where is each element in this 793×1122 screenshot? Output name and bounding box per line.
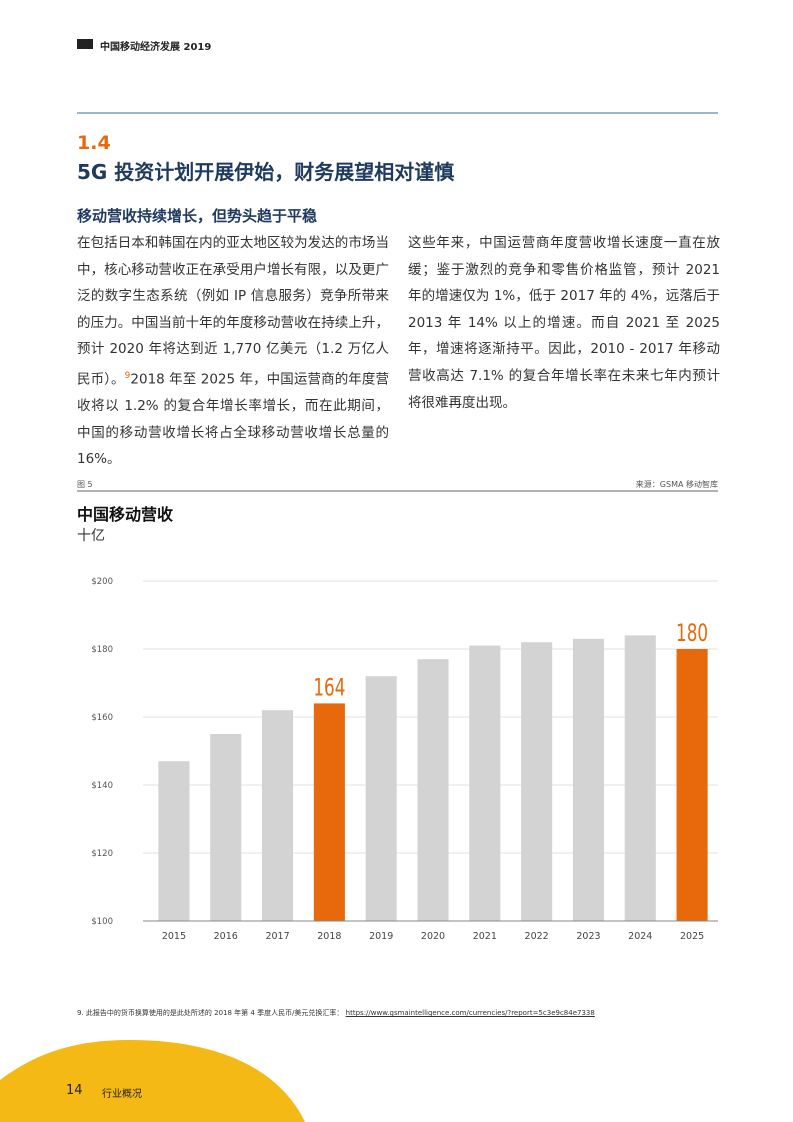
data-label: 180	[676, 619, 708, 647]
bar	[572, 638, 604, 921]
bar	[262, 710, 294, 921]
figure-label: 图 5	[77, 480, 93, 489]
y-tick-label: $160	[91, 713, 113, 723]
bar	[676, 649, 708, 921]
x-tick-label: 2018	[317, 931, 341, 942]
y-tick-label: $100	[91, 917, 113, 927]
x-tick-label: 2022	[525, 931, 549, 942]
footnote-link[interactable]: https://www.gsmaintelligence.com/currenc…	[345, 1009, 595, 1017]
bar	[210, 734, 242, 921]
y-tick-label: $200	[91, 577, 113, 587]
bar	[158, 761, 190, 921]
x-tick-label: 2025	[680, 931, 704, 942]
x-tick-label: 2020	[421, 931, 445, 942]
data-label: 164	[313, 673, 345, 701]
footnote: 9. 此报告中的货币换算使用的是此处所述的 2018 年第 4 季度人民币/美元…	[77, 1008, 595, 1018]
chart: $100 $120 $140 $160 $180 $200 2015 2016 2017 2018…	[91, 577, 718, 942]
x-tick-label: 2019	[369, 931, 393, 942]
x-tick-label: 2023	[576, 931, 600, 942]
footnote-text: 9. 此报告中的货币换算使用的是此处所述的 2018 年第 4 季度人民币/美元…	[77, 1009, 344, 1017]
footnote-ref: 9	[124, 370, 131, 381]
bar	[469, 645, 501, 921]
figure-source: 来源：GSMA 移动智库	[635, 480, 718, 489]
chart-subtitle: 十亿	[77, 528, 105, 544]
x-tick-label: 2017	[265, 931, 289, 942]
y-tick-label: $140	[91, 781, 113, 791]
x-tick-label: 2024	[628, 931, 652, 942]
bar	[624, 635, 656, 921]
y-tick-label: $120	[91, 849, 113, 859]
paragraph: 在包括日本和韩国在内的亚太地区较为发达的市场当中，核心移动营收正在承受用户增长有…	[77, 230, 389, 473]
section-title: 5G 投资计划开展伊始，财务展望相对谨慎	[77, 160, 455, 184]
bar	[313, 703, 345, 921]
footer-shape	[0, 1040, 305, 1122]
paragraph: 这些年来，中国运营商年度营收增长速度一直在放缓；鉴于激烈的竞争和零售价格监管，预…	[408, 235, 720, 411]
page-number: 14	[66, 1083, 83, 1098]
footer-section: 行业概况	[102, 1089, 142, 1100]
section-number: 1.4	[77, 132, 111, 154]
bar	[417, 659, 449, 921]
logo	[77, 39, 93, 49]
section-subtitle: 移动营收持续增长，但势头趋于平稳	[77, 207, 318, 225]
x-tick-label: 2021	[473, 931, 497, 942]
x-tick-label: 2015	[162, 931, 186, 942]
y-tick-label: $180	[91, 645, 113, 655]
bar	[365, 676, 397, 921]
bar	[521, 642, 553, 921]
header-title: 中国移动经济发展 2019	[100, 42, 212, 53]
chart-title: 中国移动营收	[77, 505, 174, 524]
text: 2018 年至 2025 年，中国运营商的年度营收将以 1.2% 的复合年增长率…	[77, 371, 389, 468]
text: 在包括日本和韩国在内的亚太地区较为发达的市场当中，核心移动营收正在承受用户增长有…	[77, 235, 389, 388]
x-tick-label: 2016	[214, 931, 238, 942]
